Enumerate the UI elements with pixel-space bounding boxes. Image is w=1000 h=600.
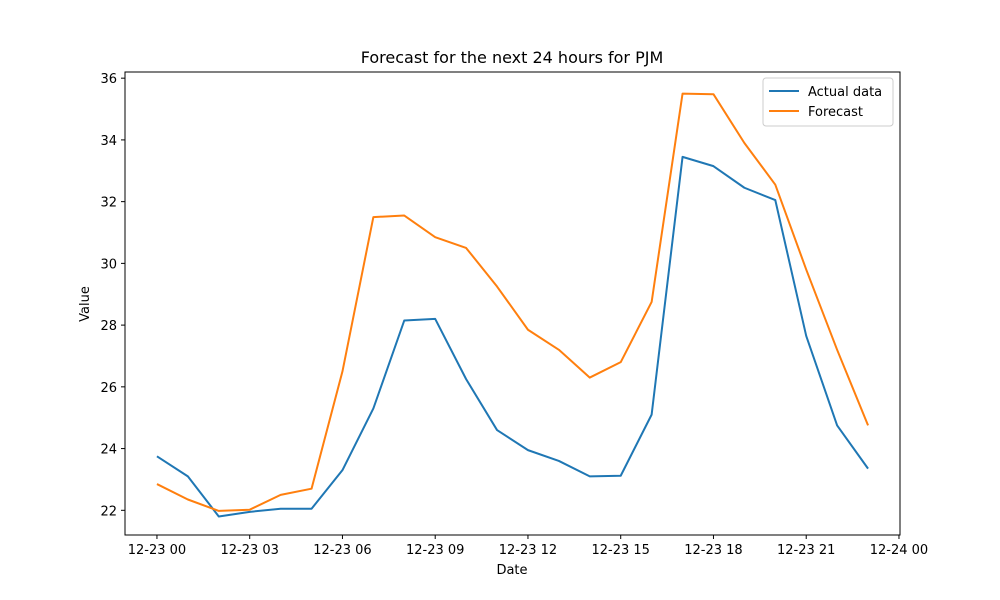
y-tick-label: 36	[100, 72, 117, 87]
plot-frame	[124, 71, 901, 536]
y-tick-label: 28	[100, 319, 117, 334]
y-tick-label: 24	[100, 443, 117, 458]
x-tick-label: 12-24 00	[870, 543, 928, 558]
y-tick-label: 30	[100, 257, 117, 272]
y-axis-ticks: 22 24 26 28 30 32 34 36	[100, 72, 125, 519]
x-tick-label: 12-23 15	[591, 543, 649, 558]
y-tick-label: 22	[100, 504, 117, 519]
plot-lines	[156, 92, 869, 518]
x-tick-label: 12-23 09	[406, 543, 464, 558]
y-tick-label: 26	[100, 381, 117, 396]
x-tick-label: 12-23 00	[128, 543, 186, 558]
y-tick-label: 34	[100, 134, 117, 149]
x-axis-ticks: 12-23 00 12-23 03 12-23 06 12-23 09 12-23 12…	[128, 535, 928, 558]
legend-label-actual-data: Actual data	[808, 85, 882, 100]
chart-title: Forecast for the next 24 hours for PJM	[361, 48, 664, 67]
legend-label-forecast: Forecast	[808, 105, 863, 120]
legend: Actual data Forecast	[762, 77, 894, 127]
x-tick-label: 12-23 18	[684, 543, 742, 558]
x-tick-label: 12-23 12	[499, 543, 557, 558]
x-tick-label: 12-23 03	[220, 543, 278, 558]
x-tick-label: 12-23 06	[313, 543, 371, 558]
series-line-actual-data	[156, 155, 869, 518]
series-line-forecast	[156, 92, 869, 512]
y-axis-label: Value	[78, 286, 93, 322]
x-tick-label: 12-23 21	[777, 543, 835, 558]
y-tick-label: 32	[100, 196, 117, 211]
x-axis-label: Date	[496, 563, 527, 578]
